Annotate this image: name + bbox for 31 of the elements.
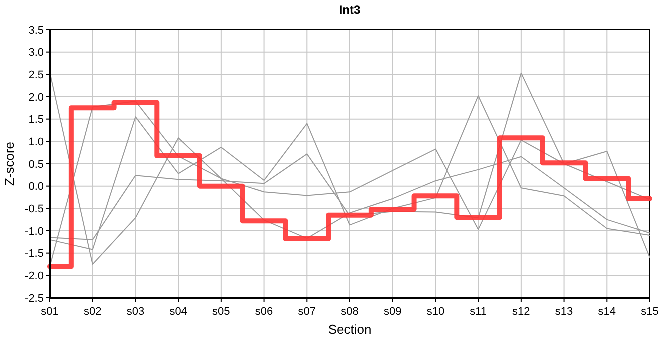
y-tick-label: -0.5 [25,204,44,216]
y-tick-label: 2.5 [28,70,44,82]
x-tick-label: s03 [126,306,145,318]
y-tick-label: -2.0 [25,270,44,283]
x-tick-label: s15 [641,306,659,318]
x-tick-label: s07 [298,306,316,318]
y-tick-label: 3.0 [28,47,44,60]
y-tick-label: 2.0 [28,92,44,104]
chart-title: Int3 [339,3,361,17]
y-tick-label: 1.5 [28,114,44,126]
y-axis-title: Z-score [2,142,17,186]
x-tick-label: s02 [84,306,102,318]
x-tick-label: s05 [212,306,230,318]
y-tick-label: -1.0 [25,226,44,238]
x-tick-label: s14 [598,306,616,318]
x-tick-label: s08 [341,306,359,318]
x-axis-title: Section [328,322,372,337]
x-tick-label: s11 [470,306,488,318]
x-tick-label: s01 [41,306,59,318]
x-tick-label: s06 [255,306,274,318]
y-tick-label: -1.5 [25,248,44,260]
y-tick-label: 3.5 [28,24,44,37]
x-tick-label: s04 [170,306,188,318]
x-tick-label: s13 [555,306,574,318]
y-tick-label: 0.0 [28,181,44,194]
y-tick-label: -2.5 [25,292,44,305]
y-tick-label: 0.5 [28,158,44,171]
x-tick-label: s12 [512,306,530,318]
y-tick-label: 1.0 [28,136,44,149]
x-tick-label: s09 [384,306,402,318]
x-tick-label: s10 [426,306,445,318]
